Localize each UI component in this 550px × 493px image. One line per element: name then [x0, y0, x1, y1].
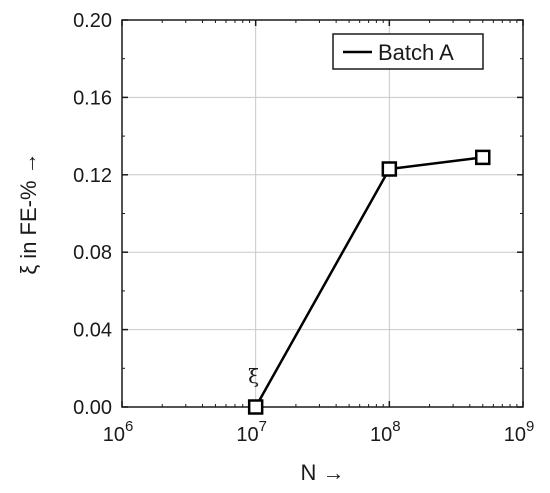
grid-lines: [121, 19, 524, 408]
axis-ticks: 0.00 0.04 0.08 0.12 0.16 0.20 106 107 108 109: [73, 10, 534, 446]
y-tick-label: 0.12: [73, 165, 112, 187]
y-tick-label: 0.16: [73, 87, 112, 109]
legend-label: Batch A: [378, 40, 454, 65]
data-point-marker: [381, 161, 398, 177]
x-axis-title: N →: [301, 460, 345, 485]
series-line: [254, 156, 483, 408]
plot-frame: [121, 19, 524, 408]
data-point-marker: [247, 399, 264, 415]
legend: Batch A: [332, 33, 484, 70]
x-tick-label: 107: [236, 418, 267, 446]
y-tick-label: 0.00: [73, 397, 112, 419]
y-tick-label: 0.20: [73, 10, 112, 32]
point-annotation: ξ: [248, 364, 259, 388]
x-tick-label: 106: [103, 418, 134, 446]
legend-box: [332, 33, 484, 70]
y-tick-label: 0.08: [73, 242, 112, 264]
y-tick-label: 0.04: [73, 320, 112, 342]
data-point-marker: [475, 149, 491, 166]
series-layer: ξ: [247, 149, 491, 415]
y-axis-title: ξ in FE-% →: [16, 152, 41, 274]
x-tick-label: 109: [504, 418, 535, 446]
x-tick-label: 108: [370, 418, 401, 446]
